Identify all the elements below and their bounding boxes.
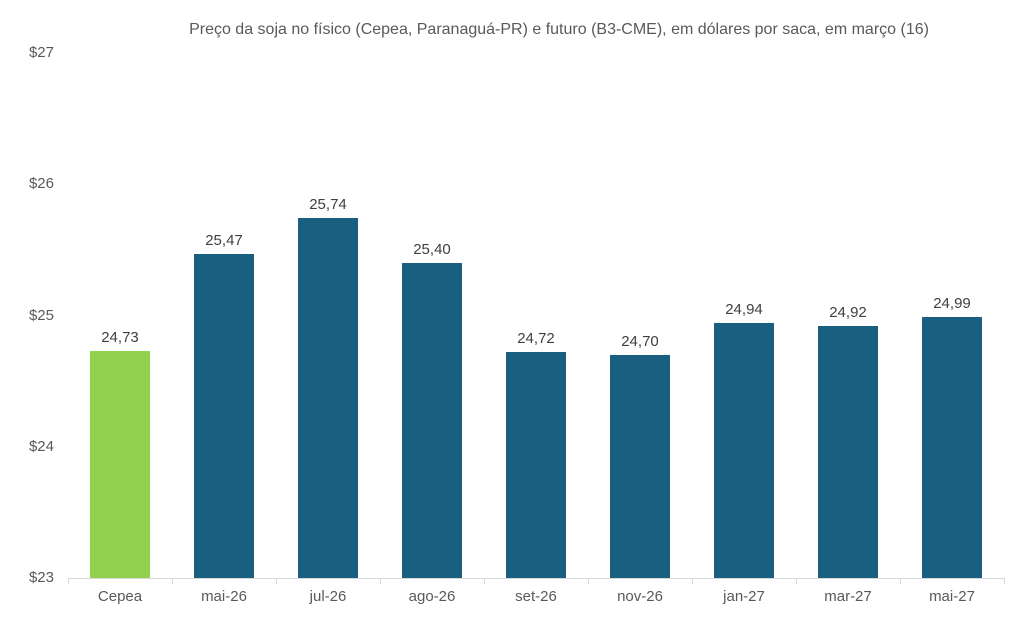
x-tick-label-mai-27: mai-27 [929,588,975,605]
x-tick-label-jul-26: jul-26 [309,588,347,605]
x-tick-label-Cepea: Cepea [97,588,143,605]
bar-slot: 24,73 [68,53,172,578]
x-tick-label-mar-27: mar-27 [824,588,872,605]
bar-Cepea [90,350,150,578]
y-tick-label: $26 [28,175,54,193]
y-tick-label: $27 [28,44,54,61]
x-axis-tick [484,578,485,584]
bar-value-label: 24,72 [517,330,555,348]
bar-value-label: 25,47 [205,231,243,249]
bar-value-label: 24,94 [725,301,763,319]
x-axis-tick [900,578,901,584]
plot-area: 24,73 25,47 25,74 25,40 24,72 24,70 24,94 24,92… [68,53,1004,578]
bar-value-label: 25,74 [309,196,347,214]
bar-mai-26 [194,253,254,578]
bar-value-label: 24,92 [829,304,867,321]
x-axis-tick [380,578,381,584]
bar-value-label: 25,40 [413,241,451,258]
bar-nov-26 [610,354,670,578]
chart-title: Preço da soja no físico (Cepea, Paranagu… [189,21,929,38]
bar-value-label: 24,70 [621,332,659,350]
bar-slot: 24,94 [692,53,796,578]
bar-slot: 24,92 [796,53,900,578]
x-tick-label-nov-26: nov-26 [617,588,663,605]
x-tick-label-mai-26: mai-26 [201,588,247,605]
x-axis-tick [1004,578,1005,584]
bar-slot: 25,74 [276,53,380,578]
x-axis-tick [172,578,173,584]
bar-mai-27 [922,316,982,578]
bar-slot: 24,99 [900,53,1004,578]
x-axis-tick [692,578,693,584]
bar-slot: 25,40 [380,53,484,578]
x-axis-tick [796,578,797,584]
x-tick-label-jan-27: jan-27 [723,588,765,605]
x-axis-line [68,578,1005,579]
bar-slot: 24,72 [484,53,588,578]
x-tick-label-ago-26: ago-26 [408,588,456,605]
bar-ago-26 [402,263,462,578]
bar-jul-26 [298,218,358,578]
bar-slot: 24,70 [588,53,692,578]
bar-mar-27 [818,326,878,578]
y-tick-label: $23 [28,569,54,586]
x-axis-tick [276,578,277,584]
x-axis-tick [588,578,589,584]
bar-jan-27 [714,323,774,578]
bar-slot: 25,47 [172,53,276,578]
bar-set-26 [506,352,566,578]
y-tick-label: $24 [28,437,54,455]
bar-value-label: 24,99 [933,294,971,312]
x-tick-label-set-26: set-26 [515,588,557,605]
y-tick-label: $25 [28,306,54,324]
bar-value-label: 24,73 [101,328,139,346]
x-axis-tick [68,578,69,584]
